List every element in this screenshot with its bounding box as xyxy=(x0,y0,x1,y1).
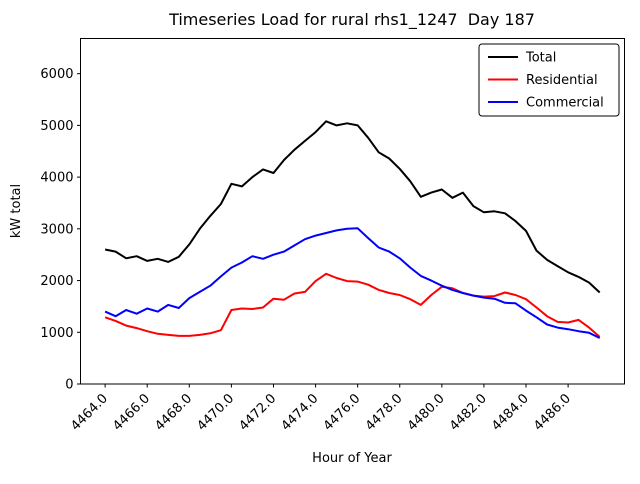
x-tick-label: 4468.0 xyxy=(152,391,195,434)
series-line-residential xyxy=(104,272,601,338)
y-axis-label: kW total xyxy=(9,184,24,238)
x-axis-label: Hour of Year xyxy=(312,451,392,466)
y-tick-label: 1000 xyxy=(40,326,73,341)
axes-frame xyxy=(80,38,625,385)
y-tick-label: 0 xyxy=(65,378,73,393)
legend-label-total: Total xyxy=(525,51,556,66)
x-tick-label: 4478.0 xyxy=(363,391,406,434)
series-line-total xyxy=(104,120,601,294)
y-tick-label: 6000 xyxy=(40,67,73,82)
series-line-commercial xyxy=(104,227,601,339)
y-tick-label: 3000 xyxy=(40,222,73,237)
x-tick-label: 4472.0 xyxy=(237,391,280,434)
x-tick-label: 4482.0 xyxy=(447,391,490,434)
x-tick-label: 4484.0 xyxy=(489,391,532,434)
x-tick-label: 4486.0 xyxy=(531,391,574,434)
legend-label-residential: Residential xyxy=(526,73,598,88)
y-tick-label: 4000 xyxy=(40,171,73,186)
x-tick-label: 4480.0 xyxy=(405,391,448,434)
chart-title: Timeseries Load for rural rhs1_1247 Day … xyxy=(168,10,535,30)
x-tick-label: 4466.0 xyxy=(110,391,153,434)
x-tick-label: 4474.0 xyxy=(279,391,322,434)
x-tick-label: 4464.0 xyxy=(68,391,111,434)
legend-box xyxy=(478,43,620,117)
y-tick-label: 5000 xyxy=(40,119,73,134)
x-tick-label: 4476.0 xyxy=(321,391,364,434)
x-tick-label: 4470.0 xyxy=(194,391,237,434)
legend-label-commercial: Commercial xyxy=(526,96,604,111)
y-tick-label: 2000 xyxy=(40,274,73,289)
legend: Total Residential Commercial xyxy=(478,43,620,117)
